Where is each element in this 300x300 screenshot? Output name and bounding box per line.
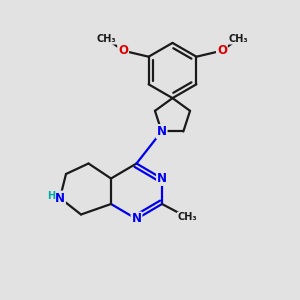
Text: CH₃: CH₃ bbox=[178, 212, 197, 223]
Text: O: O bbox=[118, 44, 128, 57]
Text: CH₃: CH₃ bbox=[229, 34, 248, 44]
Text: N: N bbox=[131, 212, 142, 226]
Text: N: N bbox=[157, 125, 167, 138]
Text: O: O bbox=[217, 44, 227, 57]
Text: N: N bbox=[157, 172, 167, 185]
Text: N: N bbox=[55, 191, 65, 205]
Text: CH₃: CH₃ bbox=[97, 34, 116, 44]
Text: H: H bbox=[47, 190, 56, 201]
